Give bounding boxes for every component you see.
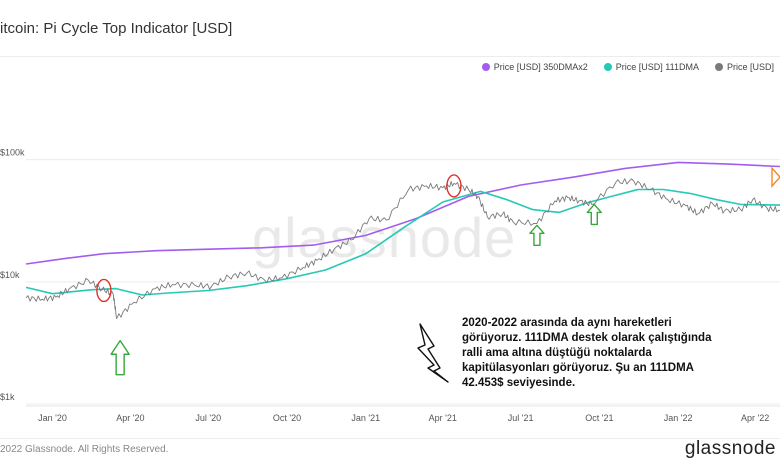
legend-label-350dma: Price [USD] 350DMAx2 — [493, 62, 588, 72]
annotation-text: 2020-2022 arasında da aynı hareketleri g… — [462, 317, 712, 389]
series-line-price — [25, 178, 780, 320]
highlight-circle — [96, 278, 112, 303]
legend-dot-111dma — [603, 63, 612, 71]
x-tick-label: Apr '22 — [741, 413, 769, 423]
legend-item-price[interactable]: Price [USD] — [714, 62, 774, 72]
y-tick-label: $1k — [0, 392, 15, 402]
x-tick-label: Apr '21 — [429, 413, 457, 423]
header-divider — [0, 56, 780, 57]
x-tick-label: Jul '20 — [195, 413, 221, 423]
x-tick-label: Jan '22 — [664, 413, 693, 423]
y-tick-label: $10k — [0, 270, 20, 280]
x-tick-label: Apr '20 — [116, 413, 144, 423]
support-arrow-up — [586, 203, 602, 226]
chart-title: itcoin: Pi Cycle Top Indicator [USD] — [0, 20, 233, 37]
x-tick-label: Jan '21 — [351, 413, 380, 423]
series-line-350dma — [25, 161, 780, 265]
watermark: glassnode — [252, 206, 517, 269]
legend-dot-350dma — [481, 63, 490, 71]
legend-item-111dma[interactable]: Price [USD] 111DMA — [603, 62, 699, 72]
x-tick-label: Jan '20 — [38, 413, 67, 423]
support-arrow-up — [529, 224, 545, 247]
support-arrow-up — [110, 339, 130, 376]
footer-divider — [0, 438, 780, 439]
lightning-bolt-icon — [417, 323, 449, 383]
legend-label-111dma: Price [USD] 111DMA — [615, 62, 699, 72]
highlight-circle — [446, 174, 462, 198]
legend-item-350dma[interactable]: Price [USD] 350DMAx2 — [481, 62, 588, 72]
legend: Price [USD] 350DMAx2 Price [USD] 111DMA … — [481, 62, 774, 72]
legend-label-price: Price [USD] — [726, 62, 774, 72]
legend-dot-price — [714, 63, 723, 71]
x-tick-label: Oct '20 — [273, 413, 301, 423]
orange-arrow — [771, 166, 780, 188]
brand-logo: glassnode — [684, 438, 776, 459]
copyright: 2022 Glassnode. All Rights Reserved. — [0, 444, 169, 455]
series-line-111dma — [25, 188, 780, 296]
x-tick-label: Jul '21 — [508, 413, 534, 423]
y-tick-label: $100k — [0, 148, 25, 158]
x-tick-label: Oct '21 — [585, 413, 613, 423]
